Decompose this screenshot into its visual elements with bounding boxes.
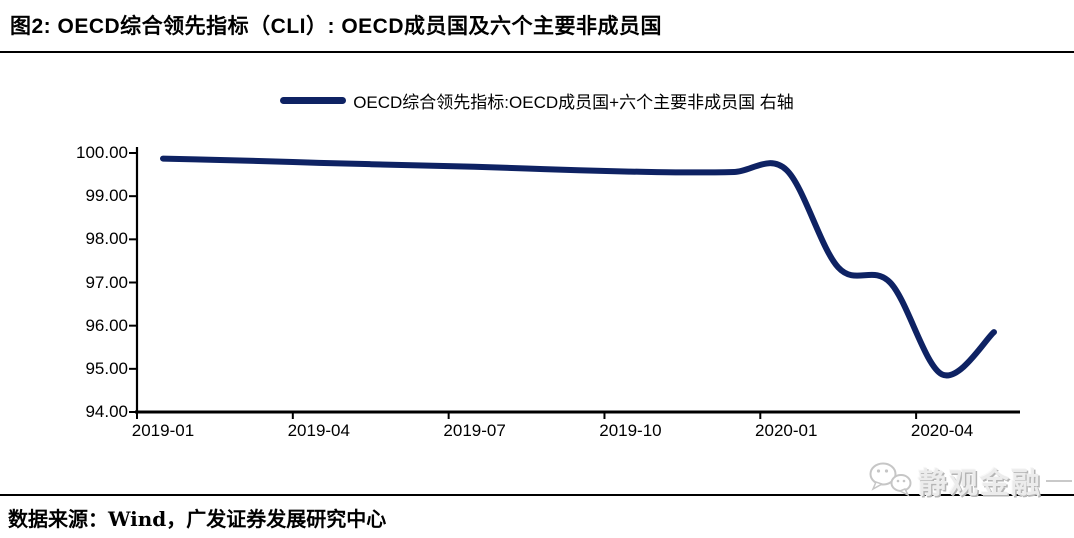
x-tick-label: 2020-04 — [910, 421, 974, 440]
title-divider-line — [0, 51, 1074, 53]
legend-label: OECD综合领先指标:OECD成员国+六个主要非成员国 右轴 — [353, 93, 794, 112]
x-tick-label: 2019-07 — [443, 421, 506, 440]
x-tick-label: 2019-01 — [131, 421, 195, 440]
y-tick-label: 100.00 — [76, 143, 128, 162]
y-tick-label: 95.00 — [85, 358, 128, 378]
brand-watermark: 静观金融 — [868, 458, 1072, 504]
figure-title: 图2: OECD综合领先指标（CLI）: OECD成员国及六个主要非成员国 — [10, 15, 663, 38]
y-tick-label: 97.00 — [85, 272, 128, 292]
x-tick-label: 2020-01 — [755, 421, 818, 440]
cli-series-line — [160, 155, 997, 379]
chart-canvas — [129, 147, 1020, 419]
watermark-line — [1046, 480, 1072, 482]
x-tick-label: 2019-10 — [599, 421, 662, 440]
wechat-icon — [869, 462, 912, 497]
legend-line-swatch — [280, 97, 347, 104]
footer-divider-line — [0, 494, 1074, 496]
y-tick-label: 96.00 — [85, 315, 128, 335]
y-tick-label: 94.00 — [85, 402, 128, 421]
y-tick-label: 99.00 — [85, 186, 128, 206]
chart-area: 100.00 99.00 98.00 97.00 96.00 95.00 94.00 2019… — [76, 143, 1020, 440]
x-tick-label: 2019-04 — [287, 421, 350, 440]
chart-legend: OECD综合领先指标:OECD成员国+六个主要非成员国 右轴 — [0, 88, 1074, 113]
watermark-text: 静观金融 — [917, 466, 1042, 500]
data-source-note: 数据来源：Wind，广发证券发展研究中心 — [8, 507, 387, 531]
y-tick-label: 98.00 — [85, 229, 128, 249]
